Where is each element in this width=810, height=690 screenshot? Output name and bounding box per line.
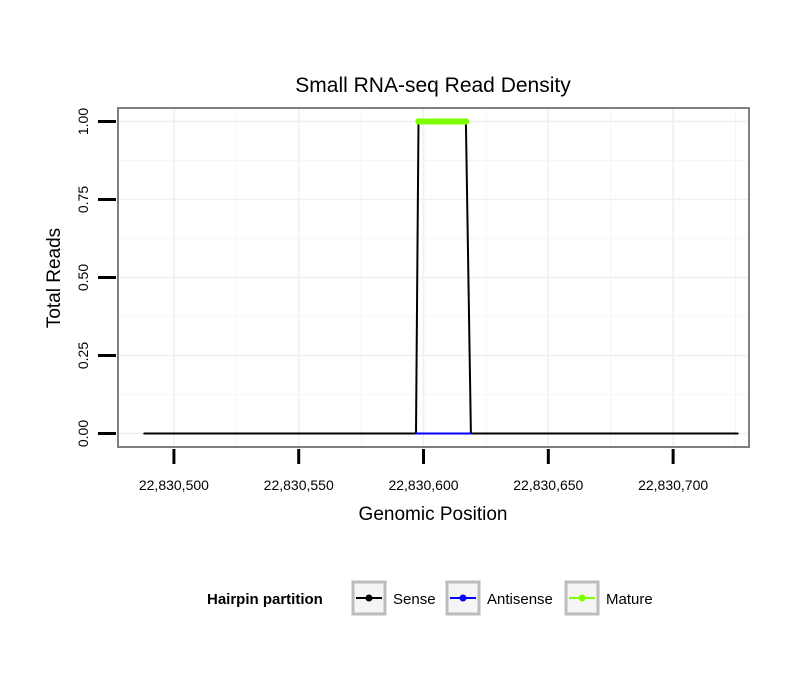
y-tick-label: 0.75 [75, 186, 91, 213]
series-point-sense [143, 432, 145, 435]
grid-lines [119, 109, 748, 446]
y-tick-label: 0.00 [75, 420, 91, 447]
series-point-antisense [470, 432, 472, 435]
legend: Hairpin partition Sense Antisense Mature [207, 580, 653, 616]
x-axis-label: Genomic Position [359, 504, 508, 525]
x-tick-label: 22,830,500 [139, 477, 209, 493]
x-tick-label: 22,830,600 [388, 477, 458, 493]
legend-dot-sense [365, 594, 373, 602]
chart-title: Small RNA-seq Read Density [295, 74, 571, 97]
x-tick-label: 22,830,700 [638, 477, 708, 493]
legend-label-sense: Sense [393, 591, 436, 608]
series-point-mature [462, 118, 470, 125]
x-tick-label: 22,830,650 [513, 477, 583, 493]
series-point-antisense [415, 432, 417, 435]
x-axis: 22,830,500 22,830,550 22,830,600 22,830,650… [139, 449, 708, 493]
legend-dot-mature [578, 594, 586, 602]
x-tick-label: 22,830,550 [264, 477, 334, 493]
y-tick-label: 0.25 [75, 342, 91, 369]
series-point-mature [415, 118, 422, 125]
y-axis-label: Total Reads [44, 228, 65, 328]
y-tick-label: 1.00 [75, 108, 91, 135]
series-point-sense [737, 432, 739, 435]
series-lines [143, 118, 739, 435]
y-tick-label: 0.50 [75, 264, 91, 291]
legend-label-antisense: Antisense [487, 591, 553, 608]
legend-label-mature: Mature [606, 591, 653, 608]
legend-items: Sense Antisense Mature [351, 580, 653, 616]
legend-title: Hairpin partition [207, 591, 323, 608]
legend-dot-antisense [459, 594, 467, 602]
y-axis: 0.00 0.25 0.50 0.75 1.00 [75, 108, 116, 447]
